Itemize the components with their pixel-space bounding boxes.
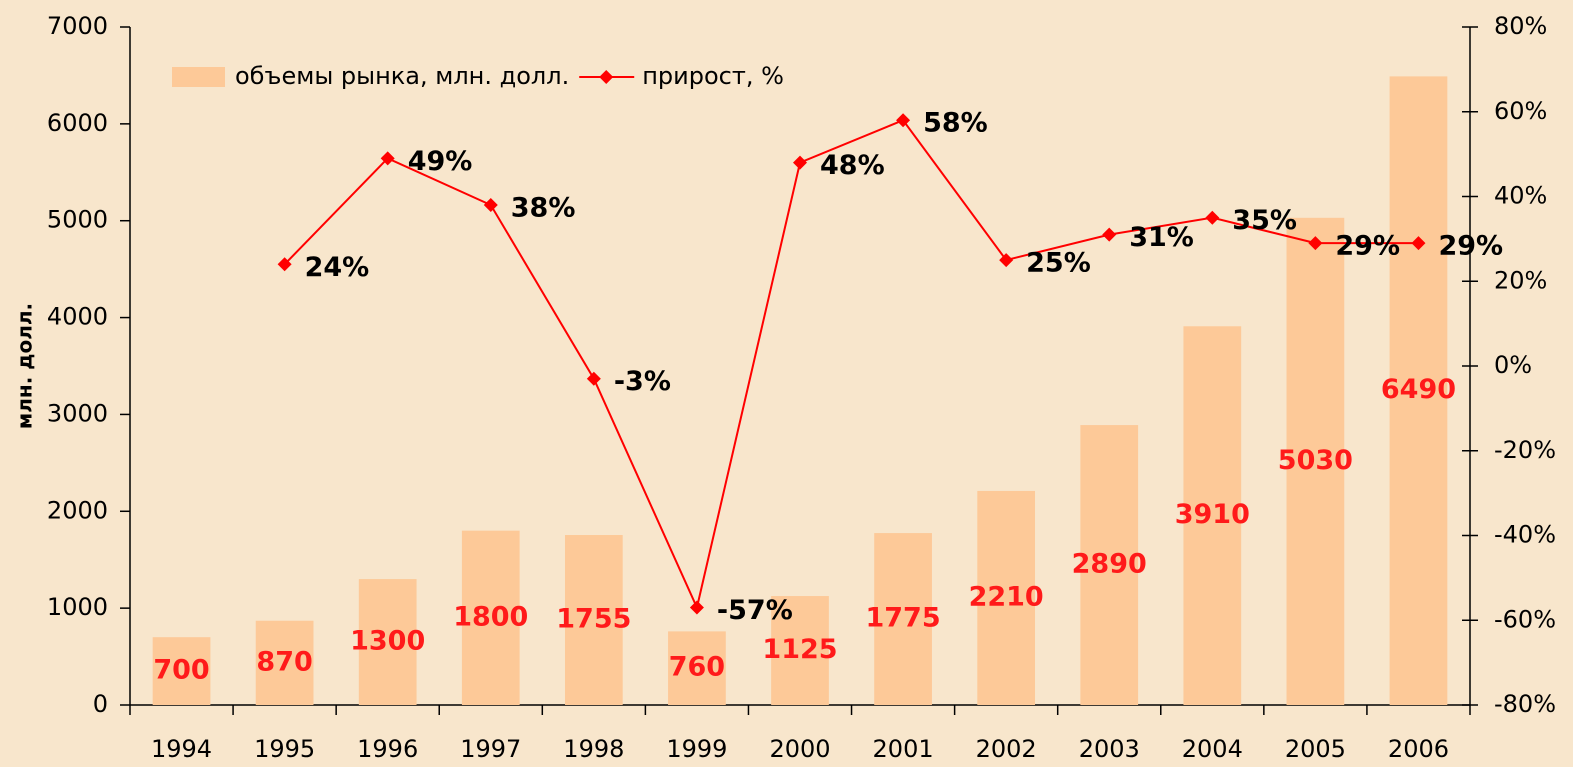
line-marker — [1308, 236, 1323, 251]
y-tick-label: 4000 — [47, 303, 108, 331]
line-marker — [380, 151, 395, 166]
line-marker — [586, 371, 601, 386]
bar-value-label: 1125 — [762, 634, 837, 665]
line-marker — [277, 257, 292, 272]
line-marker — [1411, 236, 1426, 251]
y2-tick-label: 0% — [1494, 351, 1532, 379]
bar — [564, 535, 623, 705]
line-marker — [999, 253, 1014, 268]
line-value-label: -57% — [717, 595, 793, 626]
bar — [977, 490, 1036, 705]
bar — [874, 533, 932, 705]
bar — [461, 530, 520, 705]
y-tick-label: 3000 — [47, 399, 108, 427]
line-marker — [689, 600, 704, 615]
bar-value-label: 1755 — [556, 604, 631, 635]
x-tick-label: 2003 — [1079, 735, 1140, 763]
y2-tick-label: 20% — [1494, 266, 1547, 294]
x-tick-label: 1994 — [151, 735, 212, 763]
line-value-label: 35% — [1232, 205, 1297, 236]
x-tick-label: 2006 — [1388, 735, 1449, 763]
line-marker — [896, 113, 911, 128]
bar-value-label: 3910 — [1175, 499, 1250, 530]
x-tick-label: 2004 — [1182, 735, 1243, 763]
y-tick-label: 6000 — [47, 109, 108, 137]
y-tick-label: 7000 — [47, 12, 108, 40]
bar-value-label: 6490 — [1381, 374, 1456, 405]
y2-tick-label: -40% — [1494, 521, 1556, 549]
y-tick-label: 2000 — [47, 496, 108, 524]
bar-value-label: 1775 — [865, 603, 940, 634]
x-tick-label: 1998 — [563, 735, 624, 763]
y2-tick-label: 60% — [1494, 97, 1547, 125]
legend-label: прирост, % — [642, 62, 784, 90]
bar-value-label: 700 — [153, 655, 209, 686]
x-tick-label: 2005 — [1285, 735, 1346, 763]
x-tick-label: 1999 — [666, 735, 727, 763]
y2-tick-label: -20% — [1494, 436, 1556, 464]
bar — [1286, 217, 1345, 705]
legend-label: объемы рынка, млн. долл. — [235, 62, 569, 90]
y-tick-label: 0 — [93, 690, 108, 718]
bar-value-label: 2210 — [969, 581, 1044, 612]
line-value-label: 24% — [305, 252, 370, 283]
x-tick-label: 2001 — [873, 735, 934, 763]
x-tick-label: 1995 — [254, 735, 315, 763]
legend-swatch — [172, 67, 225, 87]
legend-marker — [599, 70, 614, 84]
line-value-label: 49% — [408, 146, 473, 177]
bar — [255, 620, 314, 705]
line-value-label: 29% — [1438, 231, 1503, 262]
y2-tick-label: -80% — [1494, 690, 1556, 718]
x-tick-label: 1997 — [460, 735, 521, 763]
bar-value-label: 1800 — [453, 601, 528, 632]
line-value-label: 58% — [923, 108, 988, 139]
line — [283, 119, 1419, 611]
line-value-label: 38% — [511, 192, 576, 223]
y2-tick-label: 80% — [1494, 12, 1547, 40]
line-value-label: 29% — [1335, 231, 1400, 262]
line-value-label: 48% — [820, 150, 885, 181]
x-tick-label: 1996 — [357, 735, 418, 763]
line-marker — [483, 197, 498, 212]
bar — [358, 579, 417, 705]
bar-value-label: 1300 — [350, 626, 425, 657]
x-tick-label: 2002 — [976, 735, 1037, 763]
line-marker — [1102, 227, 1117, 242]
y-tick-label: 1000 — [47, 593, 108, 621]
x-tick-label: 2000 — [769, 735, 830, 763]
bar — [1183, 326, 1242, 705]
y-axis-label: млн. долл. — [13, 303, 37, 429]
bar-value-label: 870 — [256, 646, 312, 677]
bar-value-label: 5030 — [1278, 445, 1353, 476]
y2-tick-label: 40% — [1494, 182, 1547, 210]
line-value-label: 31% — [1129, 222, 1194, 253]
line-value-label: -3% — [614, 366, 671, 397]
bar-value-label: 2890 — [1072, 549, 1147, 580]
bar — [1080, 425, 1139, 705]
bar-value-label: 760 — [669, 652, 725, 683]
bar — [1389, 76, 1448, 705]
bar — [668, 631, 726, 705]
line-marker — [793, 155, 807, 170]
y2-tick-label: -60% — [1494, 605, 1556, 633]
line-value-label: 25% — [1026, 248, 1091, 279]
bar — [152, 637, 211, 705]
line-marker — [1205, 210, 1220, 225]
y-tick-label: 5000 — [47, 206, 108, 234]
bar — [771, 596, 829, 705]
